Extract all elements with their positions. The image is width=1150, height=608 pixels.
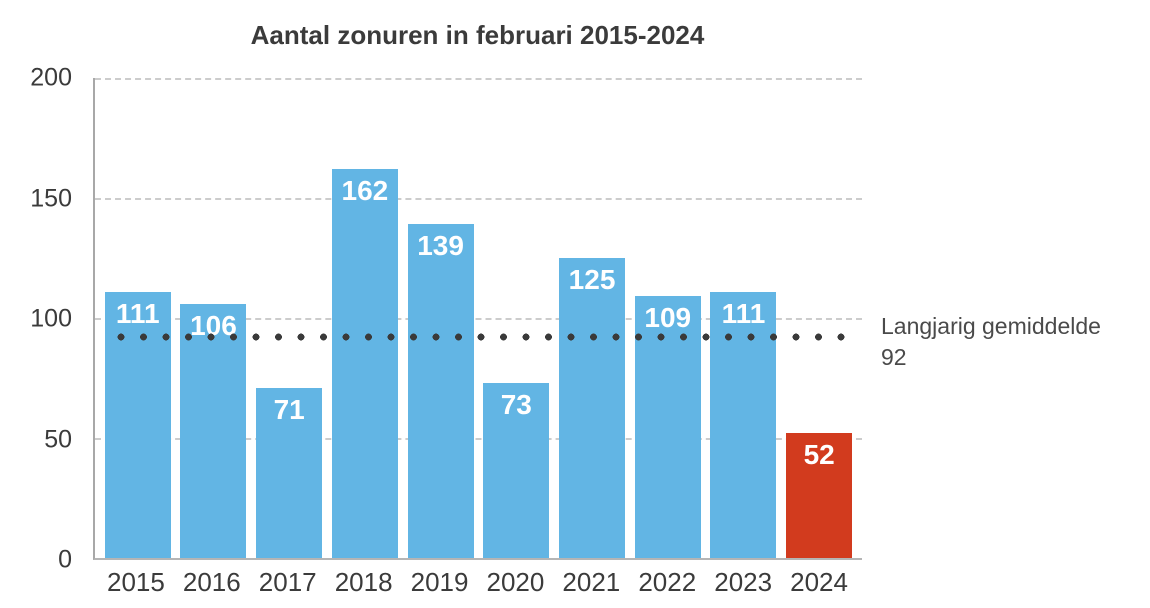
y-tick-label: 50 [44, 425, 72, 453]
gridline [95, 198, 862, 200]
y-tick-label: 150 [30, 184, 72, 212]
x-tick-label: 2015 [106, 567, 165, 597]
bar-2023: 111 [710, 291, 777, 558]
average-line-label: Langjarig gemiddelde [881, 313, 1101, 339]
bar-value-label: 52 [803, 439, 835, 471]
y-tick-label: 0 [58, 545, 72, 574]
bar-2021: 125 [559, 258, 626, 558]
x-tick-label: 2020 [486, 567, 545, 597]
x-axis-labels: 2015 2016 2017 2018 2019 2020 2021 2022 2023 2024 [93, 567, 862, 598]
bar-value-label: 111 [721, 297, 766, 329]
bar-2015: 111 [104, 291, 171, 558]
bar-value-label: 109 [644, 302, 692, 334]
bar-value-label: 106 [190, 309, 237, 341]
bar-2024: 52 [786, 433, 853, 558]
bar-value-label: 162 [341, 175, 389, 207]
gridline [95, 78, 862, 80]
x-tick-label: 2023 [714, 567, 773, 597]
bars: 111 106 71 162 139 73 125 109 111 52 [95, 78, 862, 558]
x-tick-label: 2016 [182, 567, 241, 597]
x-tick-label: 2021 [562, 567, 621, 597]
bar-value-label: 73 [500, 388, 532, 420]
bar-2019: 139 [407, 224, 474, 558]
bar-value-label: 125 [568, 264, 616, 295]
y-tick-label: 100 [30, 304, 72, 333]
bar-2020: 73 [483, 382, 550, 558]
bar-value-label: 111 [115, 297, 160, 329]
y-axis-labels: 0 50 100 150 200 [0, 64, 72, 574]
x-tick-label: 2017 [258, 567, 317, 597]
plot-area: 111 106 71 162 139 73 125 109 111 52 [93, 78, 862, 560]
x-tick-label: 2024 [790, 567, 848, 597]
average-line-value: 92 [881, 344, 907, 370]
gridline [95, 438, 862, 440]
bar-value-label: 71 [273, 393, 305, 425]
bar-2018: 162 [331, 169, 398, 558]
bar-2017: 71 [256, 387, 323, 558]
x-tick-label: 2022 [638, 567, 697, 597]
bar-2022: 109 [634, 296, 701, 558]
bar-value-label: 139 [417, 230, 464, 262]
chart-title: Aantal zonuren in februari 2015-2024 [250, 20, 705, 50]
bar-2016: 106 [180, 303, 247, 558]
y-tick-label: 200 [30, 63, 72, 92]
gridline [95, 318, 862, 320]
x-tick-label: 2019 [410, 567, 469, 597]
x-tick-label: 2018 [334, 567, 393, 597]
average-line-annotation: Langjarig gemiddelde 92 [881, 311, 1101, 373]
